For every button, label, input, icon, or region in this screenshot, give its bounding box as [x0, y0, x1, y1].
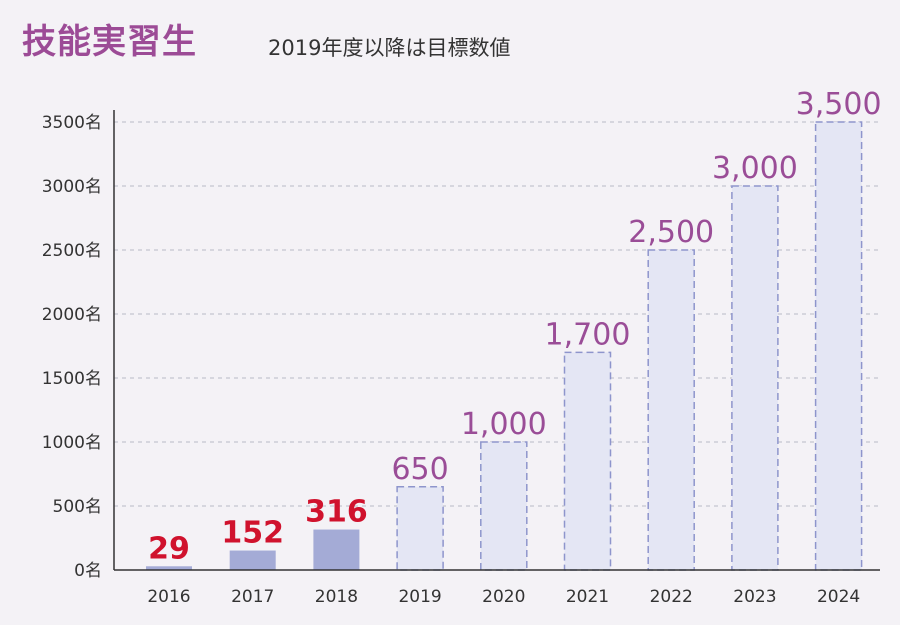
- chart-title: 技能実習生: [22, 22, 197, 62]
- x-tick-label: 2021: [566, 587, 609, 607]
- data-label-2019: 650: [391, 452, 448, 487]
- data-label-2018: 316: [305, 495, 368, 530]
- data-labels: 29 152 316 650 1,000 1,700 2,500 3,000 3,500: [148, 87, 881, 566]
- bar-actual-2017: [229, 550, 276, 570]
- x-tick-label: 2019: [398, 587, 441, 607]
- x-tick-label: 2022: [650, 587, 693, 607]
- data-label-2021: 1,700: [545, 317, 631, 352]
- x-tick-label: 2024: [817, 587, 860, 607]
- bar-target-2019: [396, 486, 444, 571]
- y-tick-label: 0名: [74, 561, 102, 581]
- x-tick-label: 2018: [315, 587, 358, 607]
- data-label-2023: 3,000: [712, 151, 798, 186]
- y-axis-ticks: 0名 500名 1000名 1500名 2000名 2500名 3000名 3500名: [42, 113, 102, 581]
- y-tick-label: 2500名: [42, 241, 102, 261]
- x-tick-label: 2023: [733, 587, 776, 607]
- data-label-2024: 3,500: [796, 87, 882, 122]
- x-tick-label: 2016: [147, 587, 190, 607]
- bar-actual-2018: [313, 529, 360, 570]
- data-label-2016: 29: [148, 531, 190, 566]
- chart-subtitle: 2019年度以降は目標数値: [268, 36, 511, 60]
- data-label-2020: 1,000: [461, 407, 547, 442]
- y-tick-label: 3500名: [42, 113, 102, 133]
- bar-target-2021: [563, 351, 612, 571]
- bar-target-2020: [480, 441, 528, 571]
- data-label-2022: 2,500: [628, 215, 714, 250]
- x-tick-label: 2020: [482, 587, 525, 607]
- bar-target-2024: [814, 121, 863, 571]
- bars: [146, 121, 863, 571]
- bar-actual-2016: [146, 566, 192, 570]
- y-tick-label: 500名: [53, 497, 102, 517]
- data-label-2017: 152: [221, 516, 284, 551]
- y-tick-label: 1500名: [42, 369, 102, 389]
- x-axis-ticks: 2016 2017 2018 2019 2020 2021 2022 2023 2024: [147, 587, 860, 607]
- y-tick-label: 1000名: [42, 433, 102, 453]
- bar-target-2023: [731, 185, 779, 571]
- y-tick-label: 2000名: [42, 305, 102, 325]
- y-tick-label: 3000名: [42, 177, 102, 197]
- x-tick-label: 2017: [231, 587, 274, 607]
- bar-target-2022: [647, 249, 695, 571]
